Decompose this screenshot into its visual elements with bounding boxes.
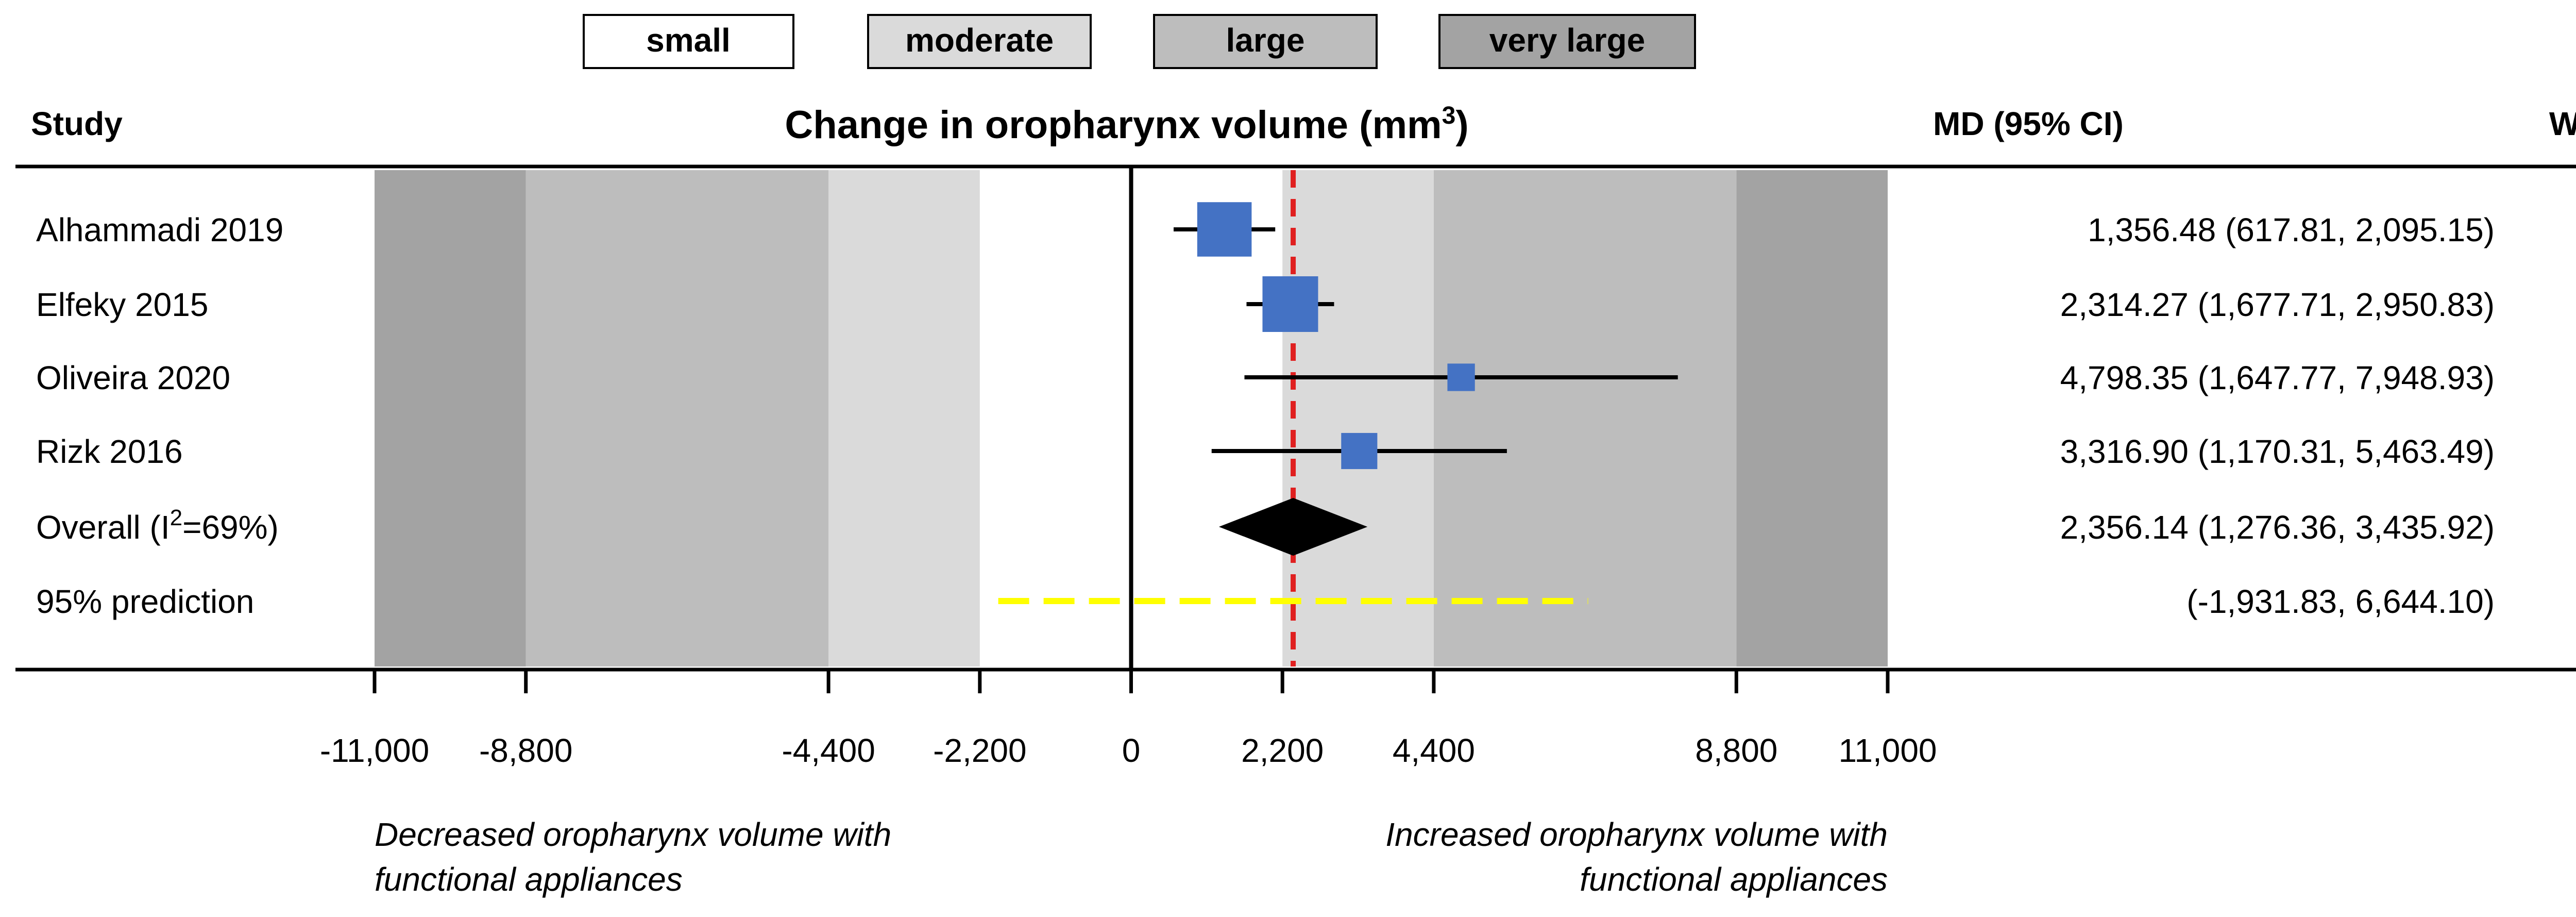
ci-value: 4,798.35 (1,647.77, 7,948.93) [2060,359,2495,396]
chart-title-superscript: 3 [1442,102,1456,129]
legend-label-small: small [646,22,731,59]
decrease-note-line1: Decreased oropharynx volume with [375,816,891,853]
legend-label-moderate: moderate [905,22,1054,59]
tick-label: 8,800 [1695,732,1777,769]
study-row: Alhammadi 2019 1,356.48 (617.81, 2,095.15… [36,202,2495,257]
band-small-negative [979,170,1131,666]
band-very-large-positive [1736,170,1888,666]
effect-marker [1447,363,1475,391]
increase-note-line1: Increased oropharynx volume with [1385,816,1888,853]
overall-label-superscript: 2 [170,505,182,530]
study-row: Elfeky 2015 2,314.27 (1,677.71, 2,950.83)… [36,276,2495,332]
overall-diamond [1218,498,1368,556]
chart-title-main: Change in oropharynx volume (mm [785,103,1442,147]
study-row: Oliveira 2020 4,798.35 (1,647.77, 7,948.9… [36,359,2495,396]
tick-label: -4,400 [782,732,875,769]
x-axis: -11,000 -8,800 -4,400 -2,200 0 2,200 4,400 8,80… [320,670,1937,769]
prediction-ci-value: (-1,931.83, 6,644.10) [2187,583,2495,620]
increase-note-line2: functional appliances [1580,861,1888,898]
legend-label-very-large: very large [1489,22,1645,59]
tick-label: 0 [1122,732,1141,769]
study-name: Rizk 2016 [36,433,183,470]
tick-label: 4,400 [1393,732,1475,769]
tick-label: 2,200 [1241,732,1324,769]
tick-label: -11,000 [320,732,429,769]
tick-label: -2,200 [933,732,1026,769]
effect-size-bands [375,170,1888,666]
band-moderate-negative [828,170,980,666]
legend-swatch-moderate [867,14,1092,69]
study-name: Alhammadi 2019 [36,211,283,248]
chart-title-end: ) [1455,103,1468,147]
band-very-large-negative [375,170,526,666]
md-column-header: MD (95% CI) [1933,105,2124,142]
study-column-header: Study [31,105,123,142]
chart-title: Change in oropharynx volume (mm3) [785,102,1468,147]
legend-label-large: large [1226,22,1305,59]
effect-marker [1197,202,1252,257]
overall-row: Overall (I2=69%) 2,356.14 (1,276.36, 3,43… [36,498,2495,556]
ci-value: 2,314.27 (1,677.71, 2,950.83) [2060,286,2495,323]
overall-label-end: =69%) [182,509,279,546]
effect-marker [1341,432,1378,470]
effect-size-legend: small moderate large very large [583,14,1696,69]
ci-value: 3,316.90 (1,170.31, 5,463.49) [2060,433,2495,470]
overall-label-main: Overall (I [36,509,170,546]
tick-label: 11,000 [1839,732,1937,769]
prediction-label: 95% prediction [36,583,254,620]
ci-value: 1,356.48 (617.81, 2,095.15) [2088,211,2495,248]
study-rows: Alhammadi 2019 1,356.48 (617.81, 2,095.15… [36,202,2495,620]
study-name: Elfeky 2015 [36,286,208,323]
prediction-row: 95% prediction (-1,931.83, 6,644.10) [36,583,2495,620]
legend-swatch-very-large [1438,14,1696,69]
study-name: Oliveira 2020 [36,359,230,396]
tick-label: -8,800 [479,732,572,769]
decrease-note-line2: functional appliances [375,861,683,898]
band-moderate-positive [1282,170,1434,666]
weight-column-header: Weight [2549,105,2576,142]
overall-ci-value: 2,356.14 (1,276.36, 3,435.92) [2060,509,2495,546]
effect-marker [1262,276,1318,332]
band-large-negative [526,170,829,666]
band-large-positive [1433,170,1737,666]
legend-swatch-large [1153,14,1378,69]
overall-label: Overall (I2=69%) [36,505,279,546]
legend-swatch-small [583,14,794,69]
